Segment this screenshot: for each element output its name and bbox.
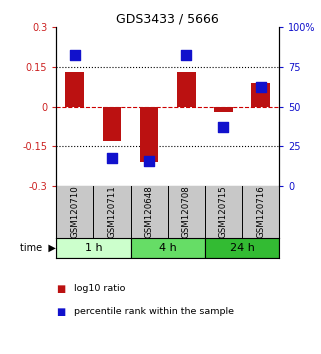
Point	[147, 158, 152, 164]
Bar	[214, 107, 233, 112]
Bar	[131, 238, 205, 258]
Point	[109, 155, 115, 160]
Bar	[177, 72, 195, 107]
Text: 1 h: 1 h	[84, 243, 102, 253]
Text: GSM120710: GSM120710	[70, 185, 79, 239]
Bar	[103, 107, 121, 141]
Text: GSM120711: GSM120711	[108, 185, 117, 239]
Point	[258, 85, 263, 90]
Bar	[56, 238, 131, 258]
Bar	[251, 82, 270, 107]
Text: GSM120708: GSM120708	[182, 185, 191, 239]
Text: time  ▶: time ▶	[20, 243, 56, 253]
Point	[72, 52, 77, 58]
Text: GSM120715: GSM120715	[219, 185, 228, 239]
Bar	[65, 72, 84, 107]
Text: log10 ratio: log10 ratio	[74, 284, 125, 293]
Text: ■: ■	[56, 307, 65, 316]
Bar	[205, 238, 279, 258]
Point	[184, 52, 189, 58]
Text: percentile rank within the sample: percentile rank within the sample	[74, 307, 234, 316]
Text: GSM120716: GSM120716	[256, 185, 265, 239]
Text: GSM120648: GSM120648	[145, 185, 154, 239]
Title: GDS3433 / 5666: GDS3433 / 5666	[116, 12, 219, 25]
Point	[221, 125, 226, 130]
Text: ■: ■	[56, 284, 65, 293]
Bar	[140, 107, 159, 162]
Text: 24 h: 24 h	[230, 243, 255, 253]
Text: 4 h: 4 h	[159, 243, 177, 253]
